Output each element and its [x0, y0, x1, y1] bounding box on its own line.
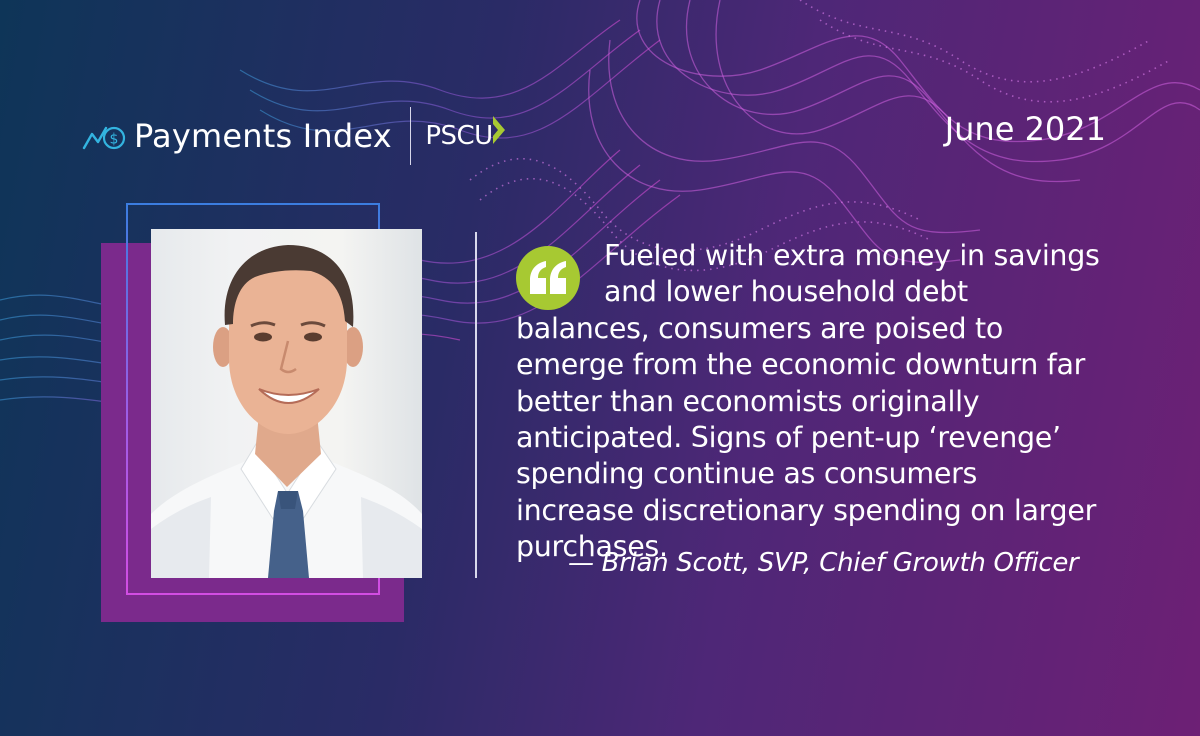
quote-body: Fueled with extra money in savings and l… — [516, 238, 1101, 566]
brand-name: Payments Index — [134, 117, 392, 155]
partner-name: PSCU — [425, 121, 493, 151]
header-divider — [409, 107, 412, 165]
quote-glyph — [530, 261, 566, 294]
trend-dollar-icon: $ — [82, 126, 126, 150]
quote-indent — [516, 238, 604, 306]
quote-divider — [475, 232, 477, 578]
speaker-portrait — [151, 229, 422, 578]
quote-attribution: — Brian Scott, SVP, Chief Growth Officer — [568, 548, 1079, 578]
quote-text: Fueled with extra money in savings and l… — [516, 239, 1100, 564]
quote-mark-icon — [516, 246, 580, 310]
person-portrait — [151, 245, 422, 578]
issue-date: June 2021 — [944, 110, 1106, 148]
header-logo: $ Payments Index PSCU — [82, 106, 511, 166]
partner-logo: PSCU — [425, 116, 510, 151]
chevron-right-icon — [492, 116, 505, 144]
svg-text:$: $ — [110, 132, 119, 148]
